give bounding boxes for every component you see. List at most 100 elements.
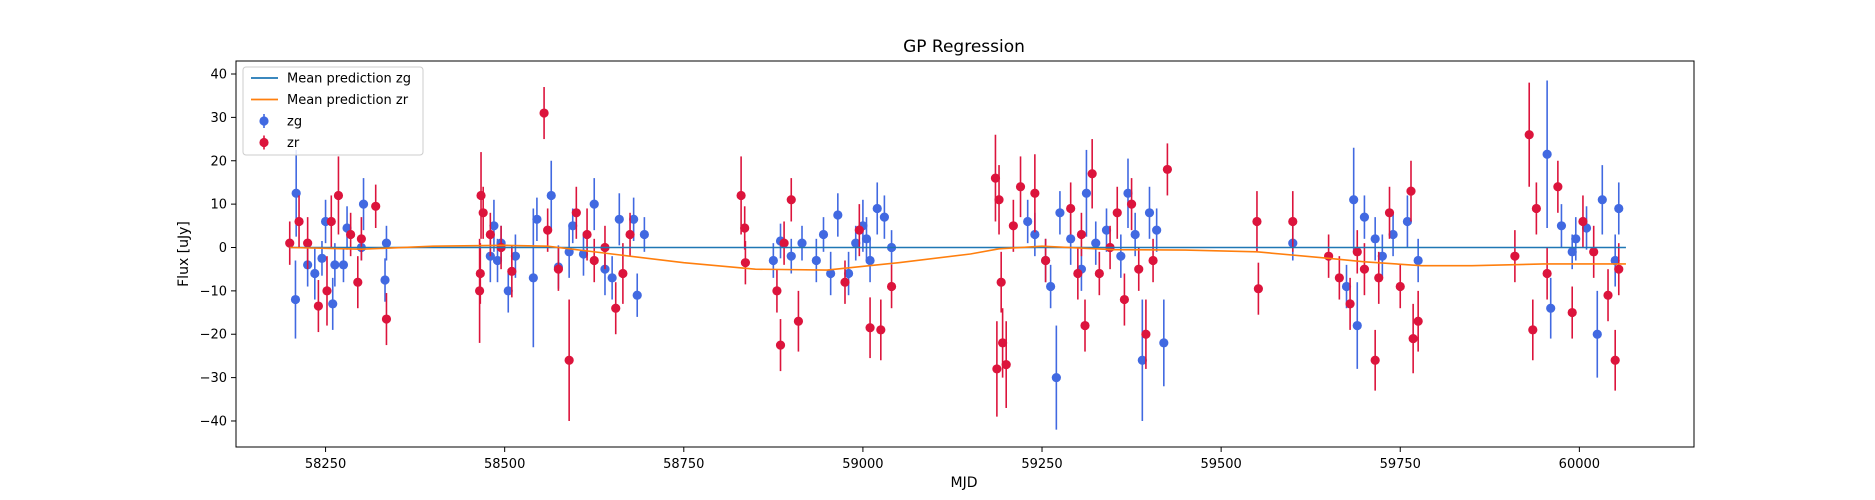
data-point-zr: [1567, 307, 1577, 318]
data-point-zg: [632, 290, 642, 300]
data-point-zr: [1531, 203, 1541, 214]
data-point-zr: [1524, 130, 1534, 140]
y-tick-label: 0: [219, 241, 227, 256]
data-point-zg: [879, 212, 889, 222]
data-point-zr: [1345, 299, 1355, 309]
data-point-zg: [358, 199, 369, 209]
data-point-zr: [992, 364, 1002, 374]
data-point-zg: [1610, 255, 1620, 266]
data-point-zr: [1094, 268, 1104, 279]
data-point-zr: [1041, 255, 1051, 266]
data-point-zr: [1080, 320, 1090, 331]
data-point-zr: [1334, 273, 1344, 283]
data-point-zg: [1349, 195, 1359, 205]
data-point-zr: [475, 268, 485, 279]
data-point-zr: [539, 108, 549, 118]
data-point-zg: [1030, 229, 1040, 240]
x-tick-label: 59750: [1380, 457, 1421, 472]
data-point-zr: [485, 229, 495, 240]
data-point-zg: [614, 214, 624, 224]
x-axis: 58250 58500 58750 59000 59250 59500 59750 60000: [305, 447, 1600, 472]
data-point-zr: [1252, 216, 1262, 227]
data-point-zr: [1589, 247, 1599, 257]
data-point-zg: [380, 275, 390, 285]
data-point-zr: [1141, 329, 1151, 339]
data-point-zr: [775, 340, 786, 350]
data-point-zr: [1359, 264, 1370, 274]
data-point-zg: [1352, 320, 1362, 331]
data-point-zr: [1288, 216, 1298, 227]
data-point-zg: [310, 268, 320, 279]
data-point-zr: [1253, 284, 1263, 294]
data-point-zr: [1066, 203, 1076, 214]
y-tick-label: 20: [210, 154, 227, 169]
legend-swatch-marker: [259, 137, 269, 148]
x-tick-label: 58750: [663, 457, 704, 472]
data-point-zg: [833, 210, 843, 220]
data-point-zr: [1413, 316, 1423, 326]
data-point-zg: [1402, 216, 1413, 227]
data-point-zg: [1377, 251, 1387, 261]
data-point-zg: [578, 249, 589, 259]
data-point-zr: [1030, 188, 1040, 198]
data-point-zr: [1073, 268, 1083, 279]
data-point-zg: [1597, 195, 1607, 205]
data-point-zg: [639, 229, 649, 240]
data-point-zg: [489, 221, 499, 231]
data-point-zr: [346, 229, 356, 240]
data-point-zr: [303, 238, 313, 248]
data-point-zr: [285, 238, 295, 248]
data-point-zr: [1112, 208, 1122, 218]
data-point-zr: [1510, 251, 1520, 261]
data-point-zr: [1384, 208, 1395, 218]
data-point-zr: [840, 277, 850, 287]
legend-entry-label: Mean prediction zg: [287, 72, 411, 87]
data-point-zg: [1388, 229, 1398, 240]
data-point-zg: [851, 238, 861, 248]
data-point-zg: [546, 190, 556, 201]
data-point-zr: [1374, 273, 1384, 283]
data-point-zg: [503, 286, 513, 296]
data-point-zr: [1148, 255, 1158, 266]
data-point-zr: [571, 208, 581, 218]
data-point-zr: [998, 338, 1008, 348]
data-point-zg: [1137, 355, 1147, 365]
data-point-zr: [1352, 247, 1362, 257]
legend-swatch-marker: [259, 116, 269, 126]
y-tick-label: 30: [210, 111, 227, 126]
data-point-zr: [996, 277, 1006, 287]
data-point-zr: [326, 216, 336, 227]
data-point-zr: [553, 264, 564, 274]
x-axis-label: MJD: [951, 475, 978, 491]
series-zg: [290, 80, 1624, 430]
data-point-zr: [371, 201, 381, 211]
data-point-zg: [768, 255, 778, 266]
y-axis-label: Flux [uJy]: [176, 221, 192, 287]
data-point-zg: [1023, 216, 1033, 227]
data-point-zg: [1055, 208, 1065, 218]
data-point-zr: [313, 301, 323, 311]
data-point-zg: [1116, 251, 1126, 261]
data-point-zg: [1592, 329, 1602, 339]
data-point-zg: [1066, 234, 1076, 244]
plot-area: [285, 80, 1626, 430]
data-point-zg: [1359, 212, 1370, 222]
y-tick-label: −40: [200, 414, 227, 429]
legend-entry-label: zg: [287, 115, 302, 130]
data-point-zr: [294, 216, 304, 227]
data-point-zg: [811, 255, 821, 266]
x-tick-label: 59250: [1021, 457, 1062, 472]
data-point-zg: [1341, 281, 1352, 292]
data-point-zr: [1370, 355, 1380, 365]
data-point-zg: [1123, 188, 1133, 198]
data-point-zg: [629, 214, 639, 224]
data-point-zr: [1395, 281, 1405, 292]
data-point-zr: [793, 316, 804, 326]
data-point-zr: [786, 195, 796, 205]
data-point-zg: [826, 268, 836, 279]
data-point-zg: [330, 260, 340, 270]
data-point-zr: [1528, 325, 1538, 335]
chart-title: GP Regression: [903, 37, 1025, 57]
data-point-zg: [317, 253, 327, 263]
y-tick-label: −20: [200, 328, 227, 343]
